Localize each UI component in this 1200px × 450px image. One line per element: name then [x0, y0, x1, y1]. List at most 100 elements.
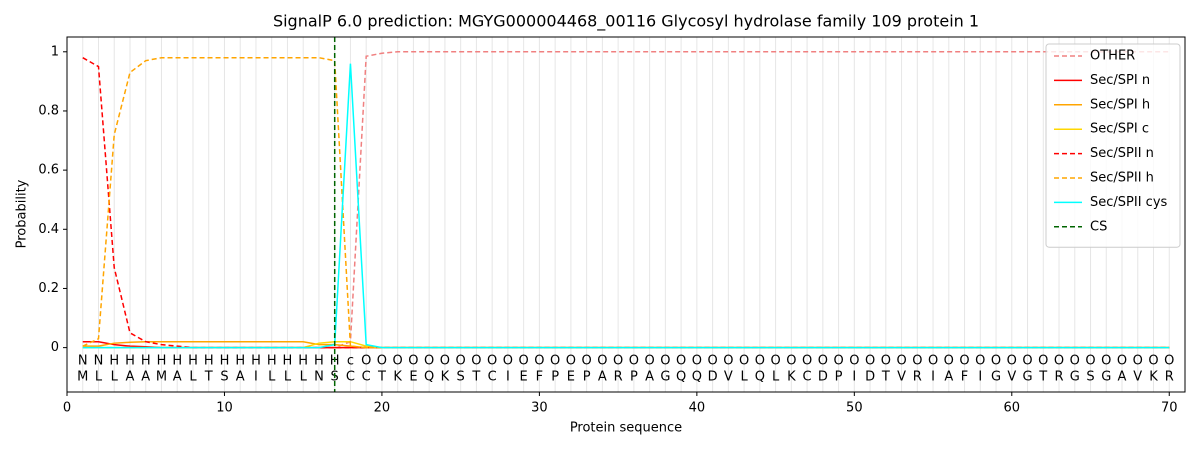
y-tick-label: 0.4	[38, 222, 59, 237]
annotation-label: H	[204, 354, 214, 369]
x-axis-label: Protein sequence	[570, 421, 682, 436]
residue-label: R	[913, 370, 922, 385]
annotation-label: O	[959, 354, 969, 369]
residue-label: I	[978, 370, 982, 385]
residue-label: S	[220, 370, 228, 385]
annotation-label: O	[534, 354, 544, 369]
annotation-label: O	[550, 354, 560, 369]
residue-label: P	[835, 370, 843, 385]
residue-label: S	[1086, 370, 1094, 385]
annotation-label: O	[487, 354, 497, 369]
residue-label: R	[614, 370, 623, 385]
residue-label: V	[1007, 370, 1016, 385]
residue-label: G	[1070, 370, 1080, 385]
annotation-label: O	[566, 354, 576, 369]
annotation-label: O	[975, 354, 985, 369]
annotation-label: O	[944, 354, 954, 369]
annotation-label: O	[707, 354, 717, 369]
residue-label: I	[506, 370, 510, 385]
residue-label: V	[1133, 370, 1142, 385]
residue-label: C	[346, 370, 355, 385]
residue-label: G	[1101, 370, 1111, 385]
annotation-label: O	[629, 354, 639, 369]
legend-label: OTHER	[1090, 49, 1135, 64]
residue-label: L	[111, 370, 119, 385]
annotation-label: O	[1164, 354, 1174, 369]
residue-label: P	[551, 370, 559, 385]
residue-label: E	[567, 370, 575, 385]
annotation-label: N	[94, 354, 104, 369]
annotation-label: O	[865, 354, 875, 369]
annotation-label: O	[440, 354, 450, 369]
annotation-label: O	[1117, 354, 1127, 369]
annotation-label: O	[1101, 354, 1111, 369]
residue-label: P	[630, 370, 638, 385]
annotation-label: O	[770, 354, 780, 369]
residue-label: A	[141, 370, 150, 385]
residue-label: T	[1038, 370, 1047, 385]
residue-label: Q	[676, 370, 686, 385]
x-tick-label: 70	[1161, 401, 1178, 416]
annotation-label: O	[519, 354, 529, 369]
annotation-label: O	[1038, 354, 1048, 369]
annotation-label: O	[802, 354, 812, 369]
annotation-label: O	[818, 354, 828, 369]
x-tick-label: 40	[689, 401, 706, 416]
x-tick-label: 50	[846, 401, 863, 416]
annotation-label: H	[125, 354, 135, 369]
annotation-label: O	[755, 354, 765, 369]
residue-label: P	[583, 370, 591, 385]
residue-label: M	[156, 370, 167, 385]
annotation-label: O	[786, 354, 796, 369]
series-line	[82, 57, 1170, 349]
residue-label: K	[393, 370, 402, 385]
legend-label: CS	[1090, 219, 1107, 234]
residue-label: A	[1118, 370, 1127, 385]
annotation-label: O	[912, 354, 922, 369]
annotation-label: O	[896, 354, 906, 369]
legend-label: Sec/SPII cys	[1090, 195, 1168, 210]
annotation-label: O	[456, 354, 466, 369]
residue-label: L	[268, 370, 276, 385]
annotation-label: N	[78, 354, 88, 369]
residue-label: G	[1022, 370, 1032, 385]
residue-label: F	[536, 370, 543, 385]
legend-label: Sec/SPII h	[1090, 171, 1154, 186]
annotation-label: O	[408, 354, 418, 369]
y-tick-label: 0.6	[38, 163, 59, 178]
y-tick-label: 0	[51, 340, 59, 355]
residue-label: T	[881, 370, 890, 385]
annotation-label: O	[1133, 354, 1143, 369]
series-line	[82, 340, 1170, 349]
x-tick-label: 60	[1004, 401, 1021, 416]
y-tick-label: 1	[51, 44, 59, 59]
series-line	[82, 340, 1170, 349]
residue-label: F	[961, 370, 968, 385]
annotation-label: O	[503, 354, 513, 369]
residue-label: V	[897, 370, 906, 385]
annotation-label: O	[660, 354, 670, 369]
residue-label: D	[708, 370, 718, 385]
annotation-label: O	[692, 354, 702, 369]
x-tick-label: 20	[374, 401, 391, 416]
residue-label: K	[787, 370, 796, 385]
residue-label: I	[852, 370, 856, 385]
residue-label: D	[865, 370, 875, 385]
annotation-label: H	[141, 354, 151, 369]
residue-label: R	[1055, 370, 1064, 385]
x-tick-label: 0	[63, 401, 71, 416]
residue-label: K	[441, 370, 450, 385]
residue-label: I	[254, 370, 258, 385]
residue-label: C	[362, 370, 371, 385]
residue-label: C	[803, 370, 812, 385]
plot-frame	[66, 36, 1186, 393]
residue-label: A	[645, 370, 654, 385]
annotation-label: O	[393, 354, 403, 369]
annotation-label: H	[283, 354, 293, 369]
residue-label: K	[1149, 370, 1158, 385]
annotation-label: O	[1148, 354, 1158, 369]
residue-label: Q	[755, 370, 765, 385]
residue-label: M	[77, 370, 88, 385]
residue-label: T	[471, 370, 480, 385]
residue-label: S	[457, 370, 465, 385]
